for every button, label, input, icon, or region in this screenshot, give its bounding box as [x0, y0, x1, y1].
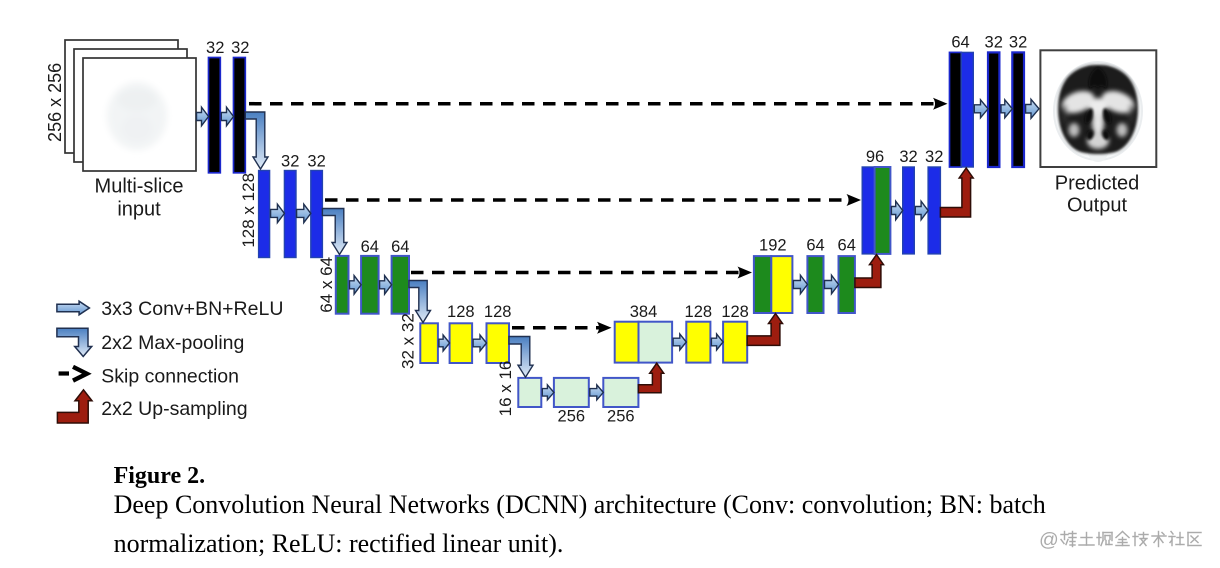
svg-text:192: 192	[759, 237, 787, 255]
svg-text:16 x 16: 16 x 16	[496, 361, 515, 417]
svg-text:@: @	[1039, 529, 1059, 551]
svg-text:64: 64	[951, 34, 969, 52]
svg-text:384: 384	[630, 303, 658, 321]
svg-text:Multi-slice: Multi-slice	[95, 176, 184, 198]
svg-text:normalization; ReLU: rectified: normalization; ReLU: rectified linear un…	[114, 529, 564, 558]
svg-text:32: 32	[231, 39, 249, 57]
svg-text:32: 32	[985, 34, 1003, 52]
svg-text:input: input	[117, 199, 161, 221]
svg-text:256: 256	[607, 408, 635, 426]
svg-text:2x2 Up-sampling: 2x2 Up-sampling	[101, 398, 247, 420]
svg-text:Predicted: Predicted	[1055, 173, 1140, 195]
svg-text:256: 256	[558, 408, 586, 426]
svg-text:32: 32	[307, 153, 325, 171]
svg-text:64: 64	[361, 238, 379, 256]
svg-text:2x2 Max-pooling: 2x2 Max-pooling	[101, 332, 244, 354]
svg-text:128 x 128: 128 x 128	[239, 173, 258, 248]
svg-text:128: 128	[721, 303, 749, 321]
svg-text:Skip connection: Skip connection	[101, 366, 239, 388]
svg-text:32: 32	[206, 39, 224, 57]
svg-text:32: 32	[1009, 34, 1027, 52]
svg-text:128: 128	[447, 303, 475, 321]
svg-text:32: 32	[281, 153, 299, 171]
svg-text:32 x 32: 32 x 32	[398, 313, 417, 369]
svg-text:64: 64	[806, 237, 824, 255]
svg-text:64: 64	[838, 237, 856, 255]
svg-text:256 x 256: 256 x 256	[45, 63, 65, 142]
svg-text:128: 128	[484, 303, 512, 321]
svg-text:64 x 64: 64 x 64	[317, 257, 336, 313]
svg-text:3x3 Conv+BN+ReLU: 3x3 Conv+BN+ReLU	[101, 298, 283, 320]
svg-text:32: 32	[925, 148, 943, 166]
svg-text:96: 96	[866, 148, 884, 166]
svg-text:64: 64	[391, 238, 409, 256]
svg-text:128: 128	[685, 303, 713, 321]
svg-text:32: 32	[899, 148, 917, 166]
svg-text:Deep Convolution Neural Networ: Deep Convolution Neural Networks (DCNN) …	[114, 490, 1046, 519]
svg-text:Output: Output	[1067, 195, 1127, 217]
svg-text:Figure 2.: Figure 2.	[114, 463, 206, 489]
